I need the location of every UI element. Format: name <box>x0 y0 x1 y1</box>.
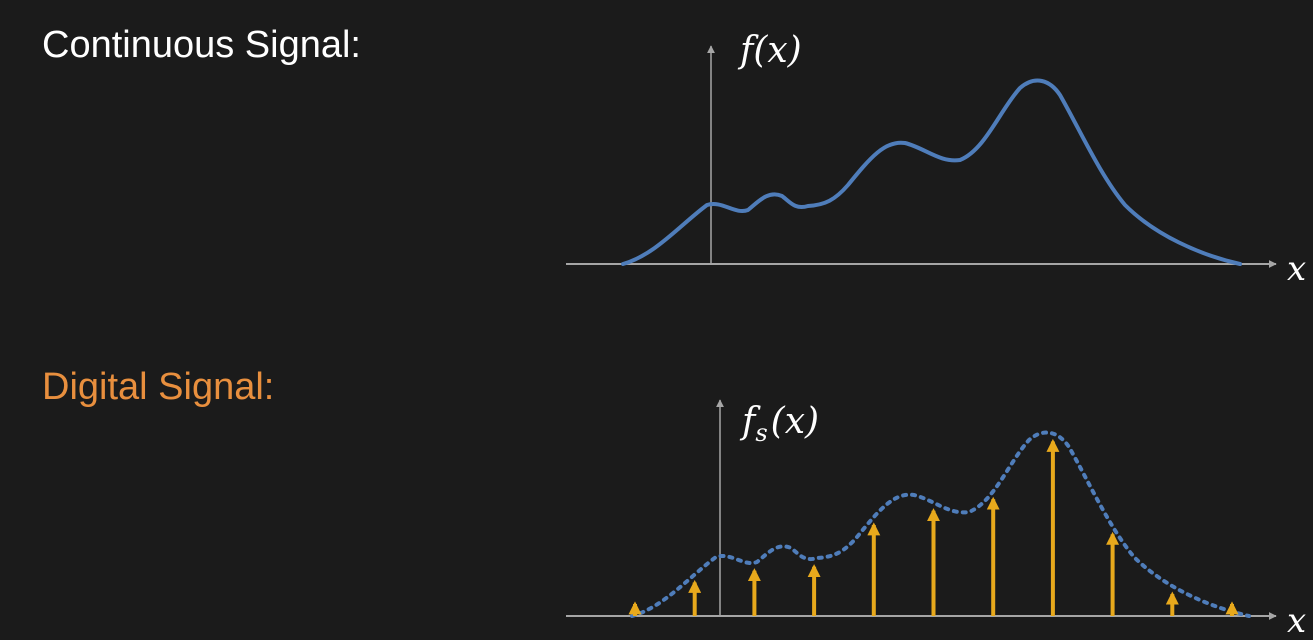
digital-dotted-envelope-curve <box>630 430 1251 618</box>
digital-x-label: x <box>1287 601 1306 640</box>
digital-signal-heading: Digital Signal: <box>42 366 275 408</box>
continuous-signal-curve <box>621 78 1242 266</box>
digital-y-label: fs(x) <box>739 401 819 447</box>
continuous-plot: f(x) x <box>566 30 1306 289</box>
continuous-x-label: x <box>1287 249 1306 289</box>
sample-arrows <box>628 438 1239 616</box>
continuous-y-label: f(x) <box>737 30 802 71</box>
digital-plot: fs(x) x <box>566 399 1306 640</box>
digital-y-label-subscript: s <box>755 419 767 447</box>
digital-y-label-argument: (x) <box>771 401 819 442</box>
continuous-signal-heading: Continuous Signal: <box>42 24 361 66</box>
